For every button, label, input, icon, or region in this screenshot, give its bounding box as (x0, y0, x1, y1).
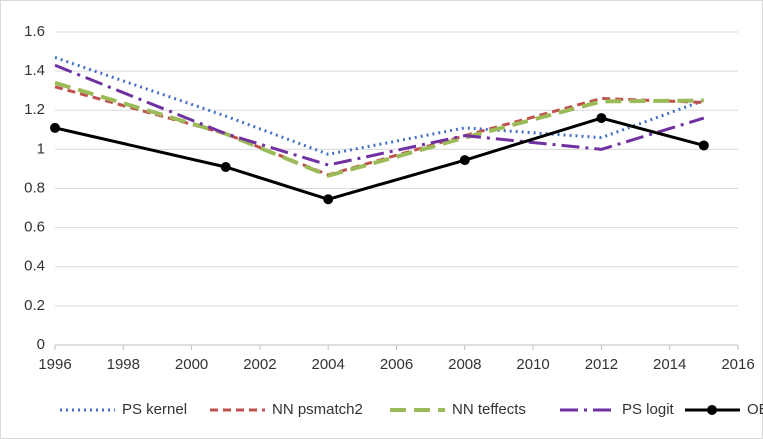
legend-label: NN psmatch2 (272, 401, 363, 418)
point (459, 155, 470, 166)
legend-label: PS logit (622, 401, 675, 418)
x-tick-label: 1998 (107, 356, 140, 373)
y-tick-label: 1 (37, 140, 45, 157)
x-tick-label: 2012 (585, 356, 618, 373)
series-line (54, 80, 704, 178)
x-tick-label: 2010 (516, 356, 549, 373)
x-tick-label: 2002 (243, 356, 276, 373)
y-tick-label: 0.8 (24, 179, 45, 196)
series-line (54, 63, 705, 167)
x-tick-label: 2004 (312, 356, 345, 373)
legend-label: OBD (747, 401, 763, 418)
x-tick-label: 2008 (448, 356, 481, 373)
x-tick-label: 1996 (38, 356, 71, 373)
y-tick-label: 1.2 (24, 101, 45, 118)
series-line (54, 116, 705, 201)
y-tick-label: 0.2 (24, 297, 45, 314)
x-tick-label: 2000 (175, 356, 208, 373)
x-tick-label: 2016 (721, 356, 754, 373)
point (323, 194, 334, 205)
legend-label: PS kernel (122, 401, 187, 418)
series-line (54, 56, 705, 156)
x-tick-label: 2006 (380, 356, 413, 373)
legend-marker (707, 405, 717, 415)
x-tick-label: 2014 (653, 356, 686, 373)
legend-label: NN teffects (452, 401, 526, 418)
y-tick-label: 0.6 (24, 219, 45, 236)
point (50, 122, 60, 133)
y-tick-label: 0 (37, 336, 45, 353)
point (698, 140, 709, 151)
y-tick-label: 0.4 (24, 258, 45, 275)
point (596, 113, 607, 124)
point (220, 161, 231, 172)
y-tick-label: 1.4 (24, 62, 45, 79)
y-tick-label: 1.6 (24, 23, 45, 40)
